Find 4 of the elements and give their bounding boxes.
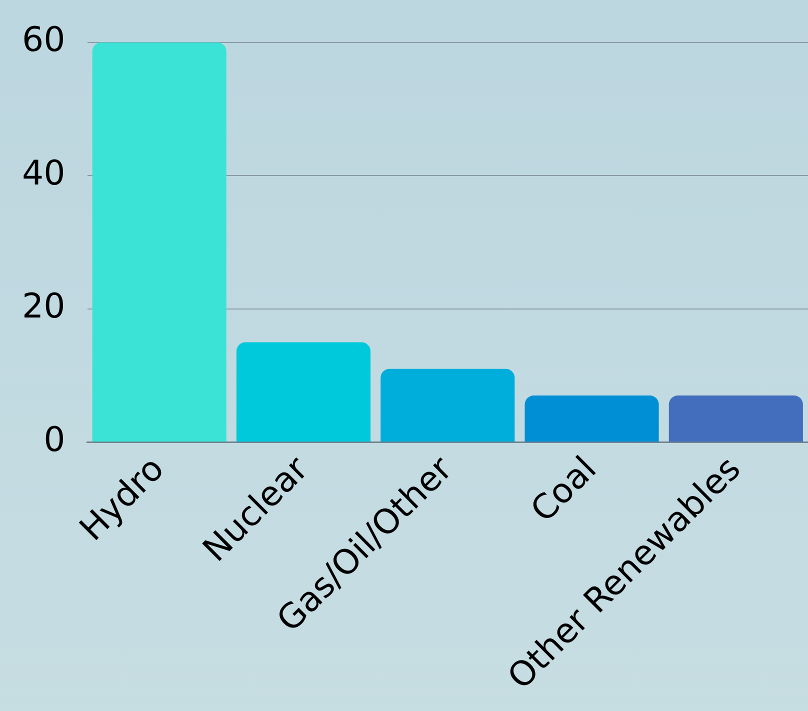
y-tick-label: 20 bbox=[22, 286, 66, 327]
y-tick-label: 0 bbox=[44, 420, 66, 460]
y-tick-label: 60 bbox=[22, 20, 66, 60]
y-tick-label: 40 bbox=[22, 153, 66, 194]
